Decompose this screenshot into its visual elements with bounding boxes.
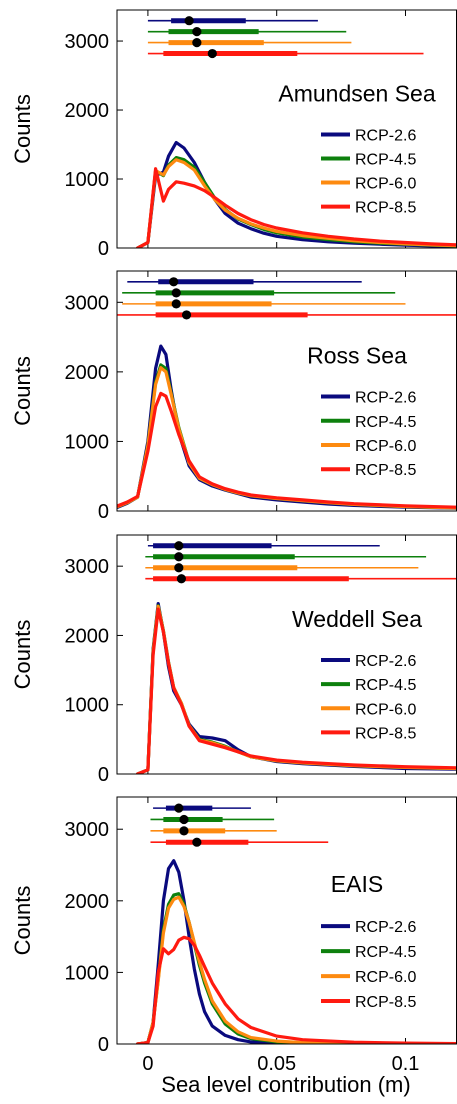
legend-label-RCP-6.0: RCP-6.0 — [355, 176, 416, 193]
plot-content — [136, 803, 457, 1044]
legend: RCP-2.6 RCP-4.5 RCP-6.0 RCP-8.5 — [321, 127, 416, 217]
panel-title: Amundsen Sea — [278, 81, 435, 107]
legend-label-RCP-8.5: RCP-8.5 — [355, 462, 416, 479]
legend-label-RCP-6.0: RCP-6.0 — [355, 438, 416, 455]
y-axis-label: Counts — [10, 356, 35, 426]
panel-title: Ross Sea — [307, 342, 407, 368]
y-tick-label: 3000 — [65, 556, 110, 578]
median-marker-RCP-2.6 — [174, 803, 184, 813]
legend-label-RCP-2.6: RCP-2.6 — [355, 390, 416, 407]
y-tick-label: 1000 — [65, 962, 110, 984]
median-marker-RCP-6.0 — [174, 563, 184, 573]
legend: RCP-2.6 RCP-4.5 RCP-6.0 RCP-8.5 — [321, 919, 416, 1011]
y-tick-label: 0 — [98, 501, 109, 523]
legend-label-RCP-4.5: RCP-4.5 — [355, 414, 416, 431]
median-marker-RCP-8.5 — [176, 574, 186, 584]
median-marker-RCP-6.0 — [179, 826, 189, 836]
legend-label-RCP-6.0: RCP-6.0 — [355, 701, 416, 718]
y-tick-label: 2000 — [65, 891, 110, 913]
series-line-RCP-8.5 — [136, 607, 457, 774]
y-tick-label: 1000 — [65, 169, 110, 191]
median-marker-RCP-2.6 — [174, 541, 184, 551]
y-tick-label: 3000 — [65, 292, 110, 314]
legend: RCP-2.6 RCP-4.5 RCP-6.0 RCP-8.5 — [321, 653, 416, 742]
x-tick-label: 0.1 — [392, 1053, 420, 1075]
legend: RCP-2.6 RCP-4.5 RCP-6.0 RCP-8.5 — [321, 390, 416, 479]
legend-label-RCP-8.5: RCP-8.5 — [355, 994, 416, 1011]
y-axis-label: Counts — [10, 620, 35, 690]
y-axis-label: Counts — [10, 94, 35, 164]
plot-content — [117, 277, 457, 510]
median-marker-RCP-6.0 — [192, 38, 202, 48]
y-axis-label: Counts — [10, 886, 35, 956]
median-marker-RCP-6.0 — [171, 299, 181, 309]
median-marker-RCP-4.5 — [179, 814, 189, 825]
plot-content — [136, 16, 457, 248]
y-tick-label: 1000 — [65, 695, 110, 717]
legend-label-RCP-2.6: RCP-2.6 — [355, 127, 416, 144]
median-marker-RCP-8.5 — [192, 837, 202, 847]
median-marker-RCP-4.5 — [192, 27, 202, 37]
legend-label-RCP-4.5: RCP-4.5 — [355, 677, 416, 694]
legend-label-RCP-6.0: RCP-6.0 — [355, 969, 416, 986]
panel-title: EAIS — [331, 871, 383, 897]
legend-label-RCP-4.5: RCP-4.5 — [355, 944, 416, 961]
y-tick-label: 0 — [98, 764, 109, 786]
y-tick-label: 0 — [98, 1034, 109, 1056]
plot-area — [117, 10, 457, 248]
y-tick-label: 2000 — [65, 625, 110, 647]
panel-2: 0 1000 2000 3000 Counts Ross Sea RCP-2.6 RCP-4.… — [10, 270, 457, 523]
y-tick-label: 3000 — [65, 819, 110, 841]
legend-label-RCP-4.5: RCP-4.5 — [355, 152, 416, 169]
y-tick-label: 2000 — [65, 100, 110, 122]
legend-label-RCP-8.5: RCP-8.5 — [355, 725, 416, 742]
median-marker-RCP-8.5 — [207, 48, 217, 59]
median-marker-RCP-2.6 — [169, 277, 179, 287]
panel-title: Weddell Sea — [292, 606, 422, 632]
y-tick-label: 3000 — [65, 31, 110, 53]
legend-label-RCP-2.6: RCP-2.6 — [355, 919, 416, 936]
x-axis-label: Sea level contribution (m) — [161, 1072, 410, 1097]
y-tick-label: 2000 — [65, 362, 110, 384]
median-marker-RCP-4.5 — [174, 552, 184, 562]
x-tick-label: 0 — [142, 1053, 153, 1075]
legend-label-RCP-2.6: RCP-2.6 — [355, 653, 416, 670]
median-marker-RCP-2.6 — [184, 16, 194, 26]
series-line-RCP-8.5 — [136, 935, 457, 1044]
plot-area — [117, 271, 457, 511]
plot-area — [117, 535, 457, 774]
series-line-RCP-8.5 — [136, 167, 457, 248]
median-marker-RCP-4.5 — [171, 288, 181, 298]
y-tick-label: 0 — [98, 238, 109, 260]
x-tick-label: 0.05 — [257, 1053, 296, 1075]
y-tick-label: 1000 — [65, 431, 110, 453]
legend-label-RCP-8.5: RCP-8.5 — [355, 200, 416, 217]
median-marker-RCP-8.5 — [181, 310, 192, 320]
series-line-RCP-8.5 — [117, 391, 457, 509]
plot-content — [136, 541, 457, 774]
plot-area — [117, 797, 457, 1044]
